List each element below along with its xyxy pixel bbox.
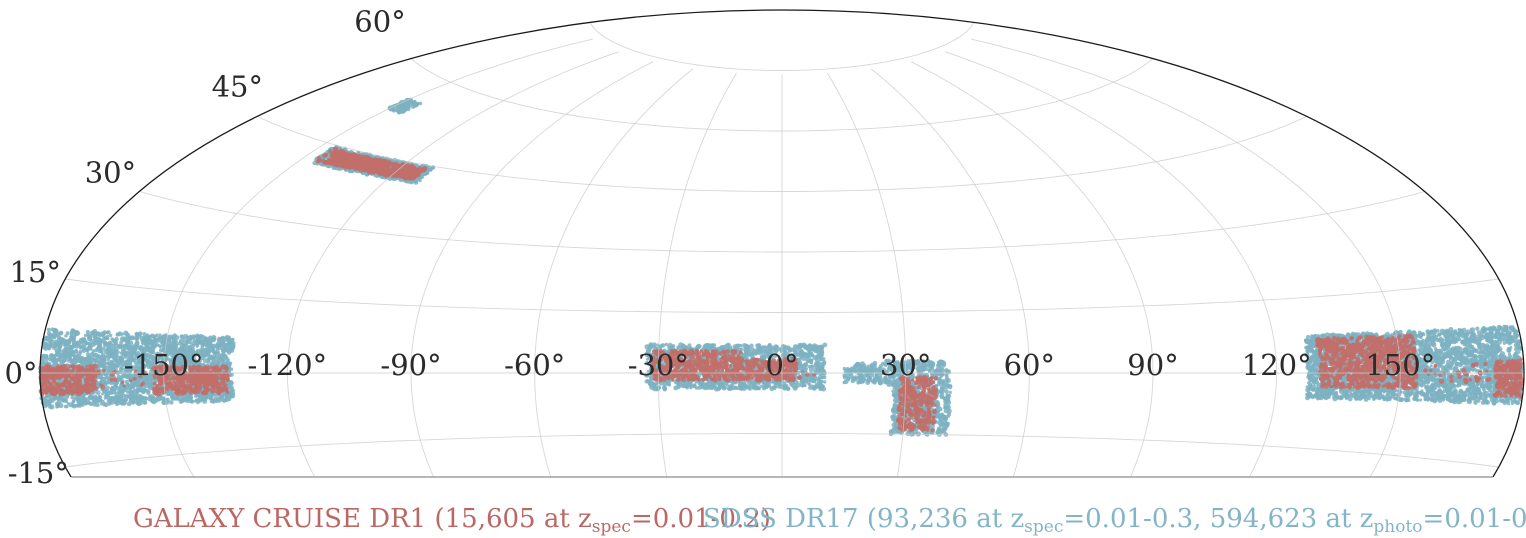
ra-tick-label: 90°	[1127, 348, 1178, 382]
meridian-150	[970, 38, 1401, 477]
map-boundary	[39, 9, 1525, 477]
meridian-30	[827, 72, 907, 477]
ra-tick-label: 150°	[1365, 348, 1435, 382]
dec-tick-label: 15°	[10, 255, 61, 289]
dec-tick-label: 0°	[5, 356, 38, 390]
meridian-60	[870, 68, 1030, 477]
meridian--30	[657, 72, 737, 477]
ra-tick-label: -60°	[504, 348, 565, 382]
ra-tick-label: 60°	[1004, 348, 1055, 382]
dec-tick-labels: 60° 45° 30° 15° 0° -15°	[5, 5, 406, 490]
meridian--60	[534, 68, 694, 477]
projection-boundary	[39, 9, 1525, 477]
dec-tick-label: 30°	[85, 156, 136, 190]
ra-tick-label: -150°	[124, 348, 204, 382]
meridian--90	[410, 61, 654, 477]
graticule	[40, 22, 1524, 477]
ra-tick-label: 30°	[880, 348, 931, 382]
dec-tick-label: 60°	[354, 5, 405, 39]
footprint-sdss-dr17	[38, 97, 1525, 437]
ra-tick-labels: -150° -120° -90° -60° -30° 0° 30° 60° 90° 120° 150…	[124, 348, 1435, 382]
meridian-90	[910, 61, 1154, 477]
ra-tick-label: 120°	[1242, 348, 1312, 382]
dec-tick-label: -15°	[8, 456, 69, 490]
dec-tick-label: 45°	[212, 69, 263, 103]
footprint-layers	[38, 97, 1525, 437]
ra-tick-label: -90°	[380, 348, 441, 382]
ra-tick-label: -120°	[247, 348, 327, 382]
meridian--120	[286, 51, 620, 477]
legend: GALAXY CRUISE DR1 (15,605 at zspec=0.01-…	[133, 504, 1526, 537]
meridian--150	[163, 38, 594, 477]
footprint-galaxy-cruise-dr1	[38, 146, 1525, 433]
meridian-120	[944, 51, 1278, 477]
parallel-75	[589, 22, 975, 71]
legend-sdss-dr17: SDSS DR17 (93,236 at zspec=0.01-0.3, 594…	[703, 504, 1526, 537]
ra-tick-label: 0°	[766, 348, 799, 382]
legend-galaxy-cruise-dr1: GALAXY CRUISE DR1 (15,605 at zspec=0.01-…	[133, 504, 771, 537]
ra-tick-label: -30°	[628, 348, 689, 382]
